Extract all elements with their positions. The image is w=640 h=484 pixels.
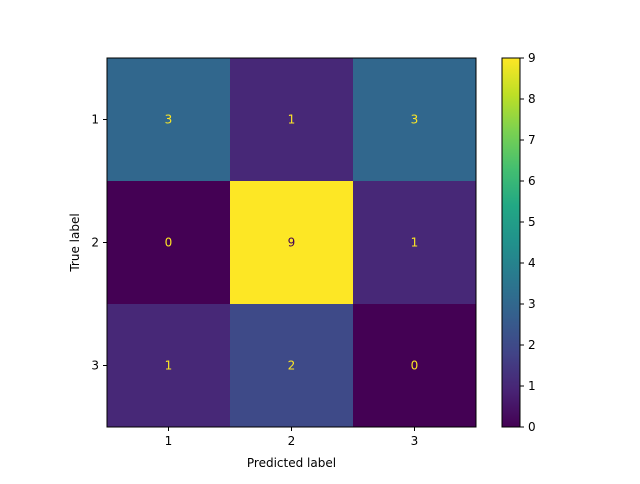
colorbar-tick-label: 3: [528, 297, 536, 311]
colorbar-ticks: 0 1 2 3 4 5 6 7 8 9: [520, 51, 536, 434]
colorbar-tick-label: 7: [528, 133, 536, 147]
cell-value-label: 1: [165, 359, 173, 373]
x-axis: 1 2 3: [165, 427, 419, 448]
colorbar-tick-label: 0: [528, 420, 536, 434]
colorbar-tick-label: 9: [528, 51, 536, 65]
x-tick-label: 2: [288, 434, 296, 448]
cell-value-label: 1: [288, 113, 296, 127]
cell-value-label: 1: [411, 236, 419, 250]
cell-value-label: 0: [165, 236, 173, 250]
colorbar-tick-label: 6: [528, 174, 536, 188]
colorbar-gradient: [501, 57, 521, 428]
colorbar-tick-label: 1: [528, 379, 536, 393]
colorbar-tick-label: 2: [528, 338, 536, 352]
cell-value-label: 3: [411, 113, 419, 127]
cell-value-label: 3: [165, 113, 173, 127]
heatmap-cells: [107, 58, 476, 427]
y-tick-label: 2: [91, 236, 99, 250]
cell-value-label: 9: [288, 236, 296, 250]
heatmap-cell: [230, 304, 353, 427]
colorbar-tick-label: 8: [528, 92, 536, 106]
y-axis: 1 2 3: [91, 113, 107, 373]
colorbar: 0 1 2 3 4 5 6 7 8 9: [501, 51, 536, 434]
heatmap-cell: [230, 58, 353, 181]
colorbar-tick-label: 5: [528, 215, 536, 229]
heatmap-cell: [107, 304, 230, 427]
x-tick-label: 1: [165, 434, 173, 448]
cell-value-labels: 3 1 3 0 9 1 1 2 0: [165, 113, 419, 373]
cell-value-label: 0: [411, 359, 419, 373]
x-axis-label: Predicted label: [247, 456, 336, 470]
heatmap-cell: [353, 58, 476, 181]
heatmap-cell: [353, 304, 476, 427]
cell-value-label: 2: [288, 359, 296, 373]
x-tick-label: 3: [411, 434, 419, 448]
y-tick-label: 1: [91, 113, 99, 127]
heatmap-cell: [230, 181, 353, 304]
y-tick-label: 3: [91, 359, 99, 373]
heatmap-cell: [353, 181, 476, 304]
heatmap-cell: [107, 181, 230, 304]
y-axis-label: True label: [68, 213, 82, 272]
colorbar-tick-label: 4: [528, 256, 536, 270]
heatmap-cell: [107, 58, 230, 181]
